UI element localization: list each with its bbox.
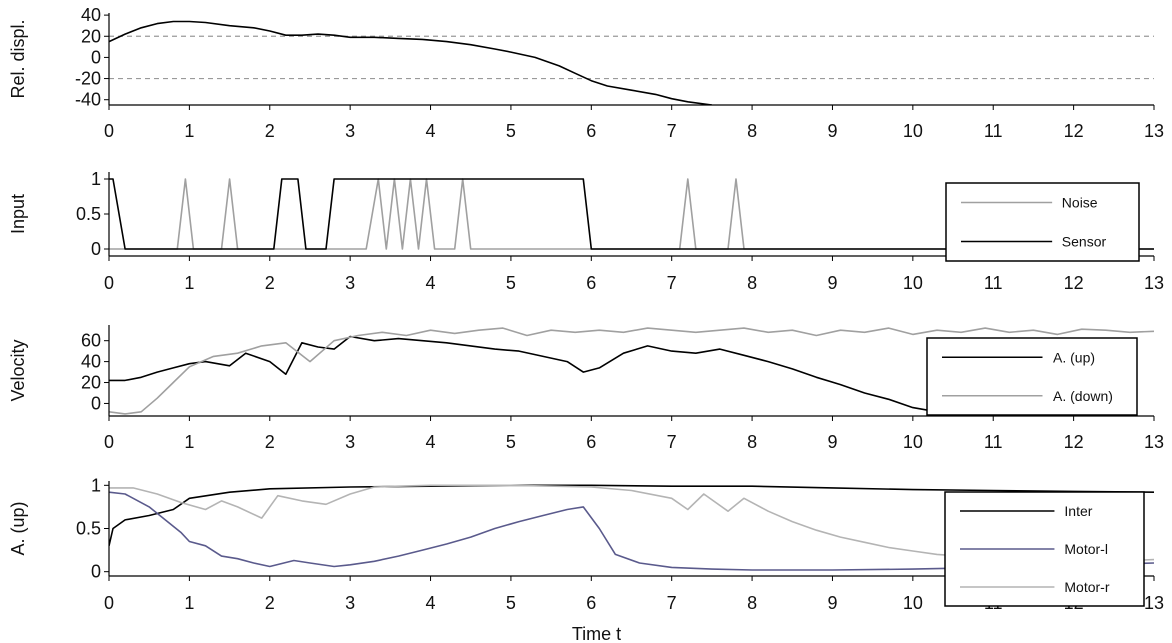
x-tick-label: 7	[667, 593, 677, 613]
x-tick-label: 13	[1144, 121, 1164, 141]
y-tick-label: 20	[81, 373, 101, 393]
y-tick-label: 0.5	[76, 204, 101, 224]
x-tick-label: 10	[903, 121, 923, 141]
x-tick-label: 9	[827, 121, 837, 141]
y-tick-label: 40	[81, 5, 101, 25]
y-tick-label: -40	[75, 90, 101, 110]
x-tick-label: 1	[184, 273, 194, 293]
y-axis-label: A. (up)	[8, 501, 28, 555]
x-tick-label: 1	[184, 121, 194, 141]
x-tick-label: 13	[1144, 273, 1164, 293]
x-tick-label: 5	[506, 273, 516, 293]
x-tick-label: 8	[747, 121, 757, 141]
x-tick-label: 7	[667, 432, 677, 452]
x-tick-label: 5	[506, 121, 516, 141]
x-tick-label: 10	[903, 593, 923, 613]
x-tick-label: 4	[426, 273, 436, 293]
y-tick-label: -20	[75, 69, 101, 89]
x-tick-label: 0	[104, 593, 114, 613]
series-line-displacement	[109, 20, 713, 105]
y-axis-label: Velocity	[8, 339, 28, 401]
series-line-motor-l	[109, 491, 1154, 571]
x-tick-label: 12	[1064, 273, 1084, 293]
x-tick-label: 10	[903, 273, 923, 293]
x-tick-label: 11	[984, 432, 1003, 452]
x-tick-label: 2	[265, 432, 275, 452]
y-tick-label: 0	[91, 393, 101, 413]
y-tick-label: 1	[91, 169, 101, 189]
x-tick-label: 11	[984, 273, 1003, 293]
x-tick-label: 12	[1064, 432, 1084, 452]
series-line-inter	[109, 484, 1154, 546]
legend-label: A. (down)	[1053, 388, 1113, 404]
x-tick-label: 8	[747, 432, 757, 452]
legend-label: Sensor	[1062, 234, 1107, 250]
series-line-sensor	[109, 178, 1154, 250]
x-tick-label: 0	[104, 432, 114, 452]
x-tick-label: 8	[747, 273, 757, 293]
legend-box	[945, 182, 1140, 262]
legend-label: Motor-l	[1064, 541, 1108, 557]
x-tick-label: 3	[345, 432, 355, 452]
x-tick-label: 1	[184, 593, 194, 613]
legend-label: Noise	[1062, 195, 1098, 211]
legend-label: Inter	[1064, 503, 1092, 519]
x-tick-label: 4	[426, 121, 436, 141]
series-line-noise	[109, 178, 1154, 250]
y-tick-label: 60	[81, 331, 101, 351]
y-tick-label: 0	[91, 562, 101, 582]
x-tick-label: 11	[984, 121, 1003, 141]
x-tick-label: 3	[345, 273, 355, 293]
x-tick-label: 0	[104, 273, 114, 293]
x-tick-label: 0	[104, 121, 114, 141]
y-axis-label: Rel. displ.	[8, 19, 28, 98]
x-tick-label: 2	[265, 273, 275, 293]
y-tick-label: 40	[81, 352, 101, 372]
y-tick-label: 20	[81, 26, 101, 46]
x-tick-label: 2	[265, 121, 275, 141]
legend-box	[926, 337, 1138, 416]
x-tick-label: 6	[586, 593, 596, 613]
x-tick-label: 8	[747, 593, 757, 613]
x-tick-label: 1	[184, 432, 194, 452]
x-tick-label: 10	[903, 432, 923, 452]
x-tick-label: 6	[586, 273, 596, 293]
series-line-a-up	[109, 335, 954, 415]
x-tick-label: 9	[827, 432, 837, 452]
x-tick-label: 2	[265, 593, 275, 613]
x-tick-label: 13	[1144, 432, 1164, 452]
x-tick-label: 6	[586, 432, 596, 452]
x-tick-label: 5	[506, 432, 516, 452]
y-tick-label: 0.5	[76, 519, 101, 539]
x-tick-label: 7	[667, 121, 677, 141]
series-line-a-down	[109, 327, 1154, 415]
x-tick-label: 12	[1064, 121, 1084, 141]
x-tick-label: 3	[345, 121, 355, 141]
x-tick-label: 6	[586, 121, 596, 141]
x-tick-label: 3	[345, 593, 355, 613]
y-tick-label: 1	[91, 475, 101, 495]
y-tick-label: 0	[91, 47, 101, 67]
x-axis-label: Time t	[572, 624, 621, 643]
x-tick-label: 4	[426, 593, 436, 613]
x-tick-label: 5	[506, 593, 516, 613]
x-tick-label: 9	[827, 273, 837, 293]
x-tick-label: 4	[426, 432, 436, 452]
legend-label: Motor-r	[1064, 579, 1109, 595]
legend-label: A. (up)	[1053, 349, 1095, 365]
x-tick-label: 7	[667, 273, 677, 293]
y-axis-label: Input	[8, 194, 28, 234]
y-tick-label: 0	[91, 239, 101, 259]
x-tick-label: 13	[1144, 593, 1164, 613]
x-tick-label: 9	[827, 593, 837, 613]
